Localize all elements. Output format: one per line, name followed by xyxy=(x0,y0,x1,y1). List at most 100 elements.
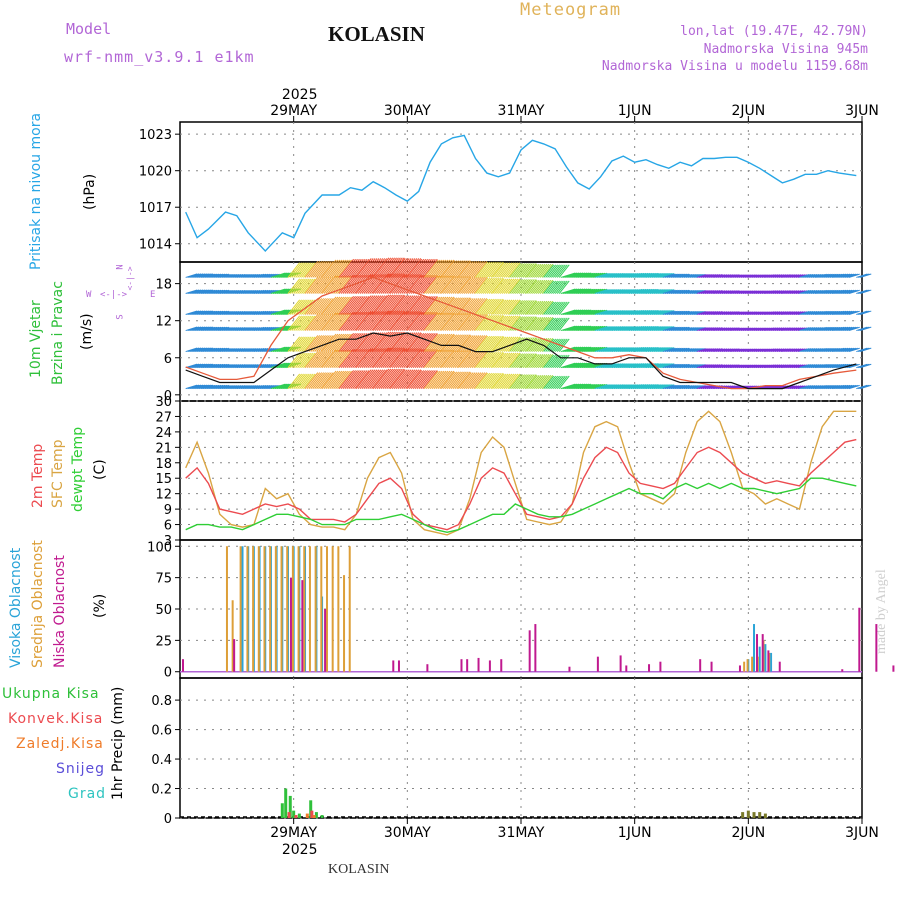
wind-barb xyxy=(323,312,339,331)
wind-barb xyxy=(723,274,733,278)
wind-barb xyxy=(560,272,576,278)
wind-barb xyxy=(452,313,467,331)
wind-barb xyxy=(708,290,719,294)
wind-barb xyxy=(757,311,767,315)
wind-barb xyxy=(526,354,538,368)
wind-barb xyxy=(422,333,438,352)
wind-barb xyxy=(272,383,288,390)
wind-barb xyxy=(581,325,596,332)
wind-barb xyxy=(448,276,463,294)
wind-barb xyxy=(848,326,860,332)
wind-barb xyxy=(338,370,355,389)
wind-barb xyxy=(460,335,474,352)
wind-barb xyxy=(818,326,829,332)
wind-barb xyxy=(778,364,788,369)
wind-barb xyxy=(270,272,286,278)
wind-barb xyxy=(480,314,494,331)
wind-barb xyxy=(594,326,608,332)
wind-barb xyxy=(742,290,752,294)
wind-barb xyxy=(342,349,358,368)
wind-barb xyxy=(259,385,271,390)
wind-barb xyxy=(492,336,505,352)
wind-barb xyxy=(668,384,680,390)
wind-barb xyxy=(265,289,276,294)
wind-barb xyxy=(807,348,818,353)
wind-barb xyxy=(187,289,200,294)
wind-barb xyxy=(753,290,763,294)
wind-barb xyxy=(287,336,301,352)
wind-barb xyxy=(257,385,269,390)
wind-barb xyxy=(786,364,796,369)
wind-barb xyxy=(640,272,654,278)
wind-barb xyxy=(772,327,783,332)
wind-barb xyxy=(408,333,425,352)
wind-barb xyxy=(450,260,465,278)
wind-barb xyxy=(623,273,637,278)
wind-barb xyxy=(602,326,616,332)
wind-barb xyxy=(704,327,715,332)
wind-barb xyxy=(511,353,524,368)
wind-barb xyxy=(757,274,767,278)
wind-barb xyxy=(753,311,763,315)
wind-barb xyxy=(199,310,211,315)
wind-barb xyxy=(365,311,382,331)
wind-barb xyxy=(735,348,744,353)
x-tick-label-top: 1JUN xyxy=(618,103,652,119)
wind-barb xyxy=(442,297,458,315)
wind-barb xyxy=(456,260,471,278)
wind-barb xyxy=(399,311,416,331)
wind-barb xyxy=(723,290,733,294)
wind-barb xyxy=(255,273,267,278)
wind-barb xyxy=(248,289,259,294)
wind-barb xyxy=(471,260,486,278)
wind-barb xyxy=(604,289,618,294)
wind-barb xyxy=(759,348,769,353)
wind-barb xyxy=(212,384,224,390)
wind-barb xyxy=(738,348,748,353)
wind-barb xyxy=(786,311,796,315)
wind-barb xyxy=(731,311,740,315)
wind-barb xyxy=(335,312,350,331)
wind-barb xyxy=(856,363,868,369)
wind-barb xyxy=(572,362,588,369)
wind-barb xyxy=(753,327,763,332)
wind-barb xyxy=(376,257,394,278)
wind-barb xyxy=(393,348,410,368)
wind-barb xyxy=(568,272,584,278)
wind-barb xyxy=(477,298,491,315)
wind-barb xyxy=(494,278,507,294)
wind-barb xyxy=(772,274,783,278)
wind-barb xyxy=(704,311,715,315)
wind-barb xyxy=(613,347,627,353)
wind-barb xyxy=(824,273,835,278)
wind-barb xyxy=(509,279,522,294)
wind-barb xyxy=(801,348,812,353)
wind-barb xyxy=(248,348,259,353)
wind-barb xyxy=(287,262,301,278)
wind-barb xyxy=(727,348,737,353)
wind-barb xyxy=(340,349,356,368)
wind-barb xyxy=(255,289,267,294)
wind-barb xyxy=(318,277,332,294)
wind-barb xyxy=(507,315,521,331)
wind-barb xyxy=(354,258,370,278)
wind-barb xyxy=(259,326,271,332)
wind-barb xyxy=(397,348,414,368)
wind-barb xyxy=(248,385,259,390)
wind-barb xyxy=(388,257,405,278)
wind-barb xyxy=(801,289,812,294)
wind-barb xyxy=(233,364,244,369)
wind-barb xyxy=(670,326,682,332)
wind-barb xyxy=(518,374,531,389)
wind-barb xyxy=(558,301,570,315)
wind-barb xyxy=(437,296,453,315)
wind-barb xyxy=(532,354,544,368)
wind-barb xyxy=(843,289,855,294)
wind-barb xyxy=(259,273,271,278)
wind-barb xyxy=(581,288,596,294)
wind-barb xyxy=(604,384,618,390)
wind-barb xyxy=(535,263,548,278)
wind-barb xyxy=(723,311,733,315)
wind-barb xyxy=(410,349,427,368)
wind-barb xyxy=(461,351,476,368)
